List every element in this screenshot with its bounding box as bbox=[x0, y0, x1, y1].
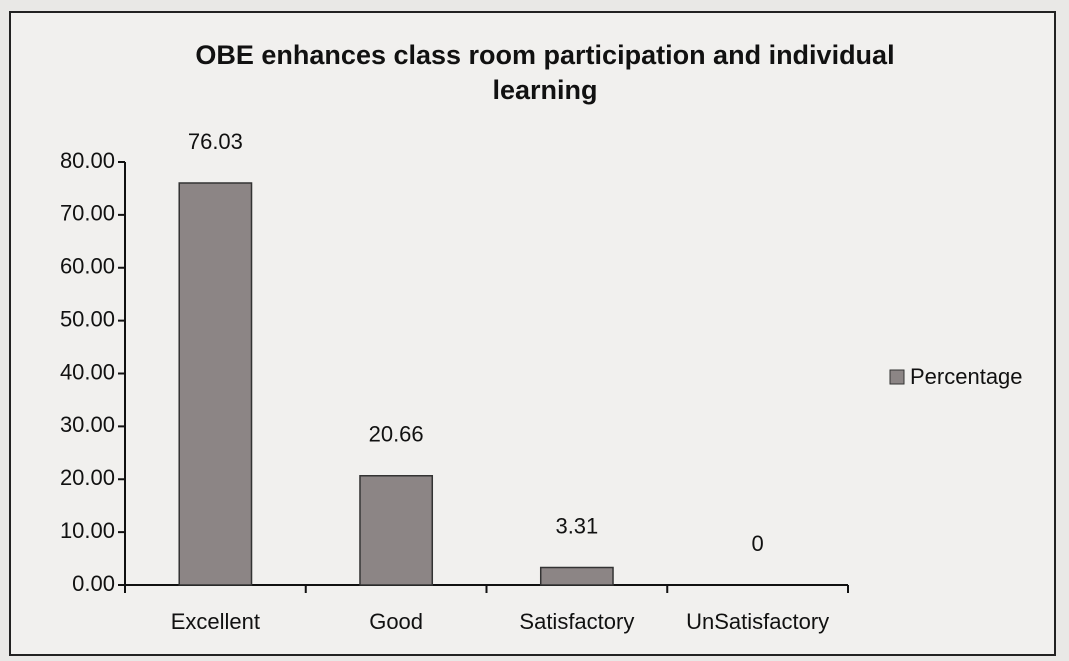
x-tick-label: Satisfactory bbox=[519, 609, 634, 634]
y-tick-label: 0.00 bbox=[72, 571, 115, 596]
x-tick-label: UnSatisfactory bbox=[686, 609, 829, 634]
bar bbox=[178, 182, 253, 586]
data-label: 3.31 bbox=[555, 513, 598, 538]
y-tick-label: 60.00 bbox=[60, 254, 115, 279]
legend-label: Percentage bbox=[910, 364, 1023, 389]
chart-border bbox=[9, 11, 1056, 656]
y-tick-label: 20.00 bbox=[60, 465, 115, 490]
data-label: 20.66 bbox=[369, 422, 424, 447]
y-tick-label: 10.00 bbox=[60, 518, 115, 543]
y-tick-label: 50.00 bbox=[60, 306, 115, 331]
x-tick-label: Good bbox=[369, 609, 423, 634]
legend-swatch bbox=[889, 369, 905, 385]
chart-title: OBE enhances class room participation an… bbox=[195, 40, 895, 106]
x-tick-label: Excellent bbox=[171, 609, 260, 634]
data-label: 0 bbox=[752, 531, 764, 556]
y-tick-label: 30.00 bbox=[60, 412, 115, 437]
y-tick-label: 70.00 bbox=[60, 201, 115, 226]
bar bbox=[539, 566, 614, 586]
bar bbox=[359, 475, 434, 586]
y-tick-label: 80.00 bbox=[60, 148, 115, 173]
data-label: 76.03 bbox=[188, 129, 243, 154]
y-tick-label: 40.00 bbox=[60, 359, 115, 384]
